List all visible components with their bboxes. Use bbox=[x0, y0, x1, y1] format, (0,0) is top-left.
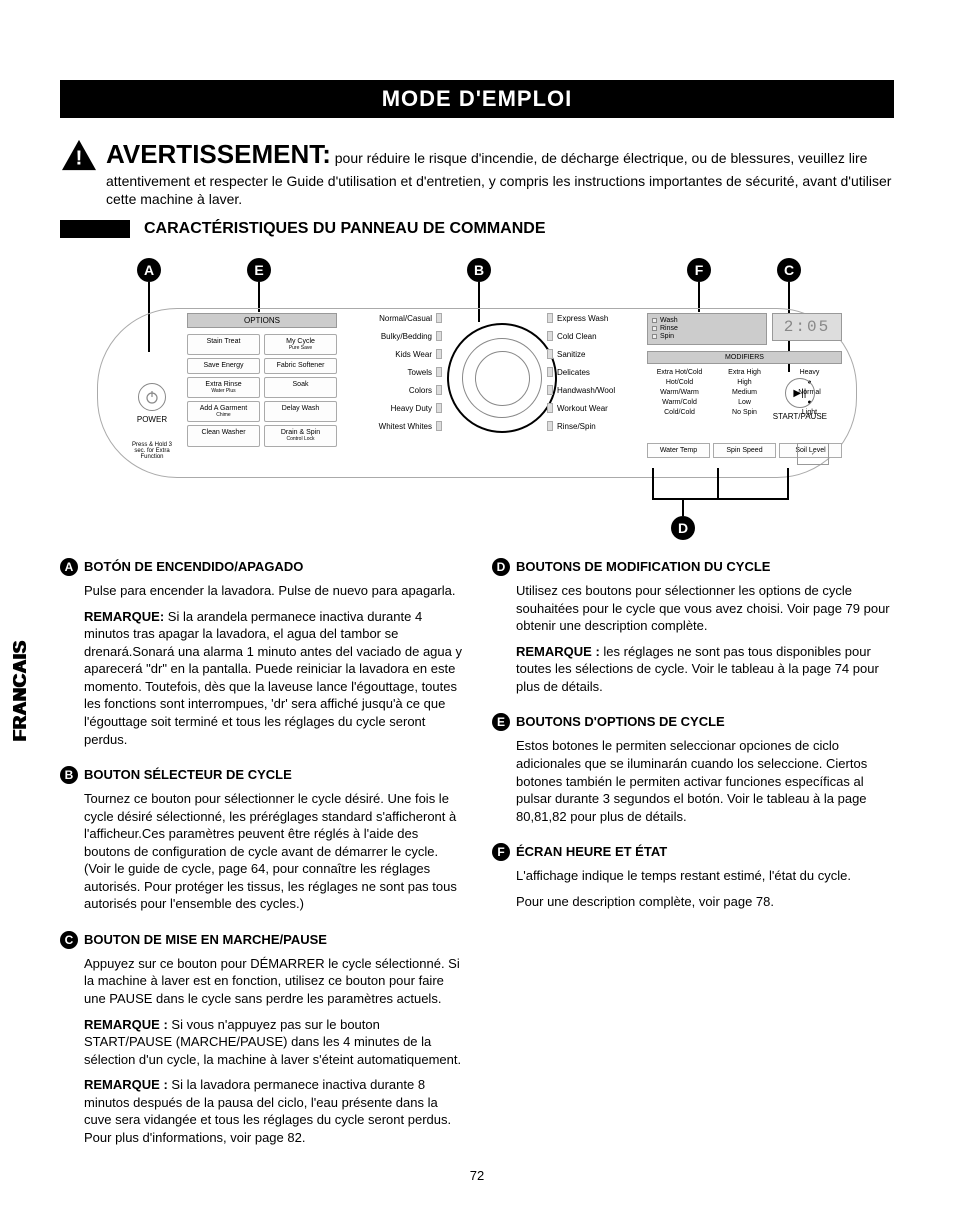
section-badge-F: F bbox=[492, 843, 510, 861]
opt-save-energy[interactable]: Save Energy bbox=[187, 358, 260, 374]
badge-C: C bbox=[777, 258, 801, 282]
section-C-p3: REMARQUE : Si la lavadora permanece inac… bbox=[84, 1076, 462, 1146]
start-area: ▶|| START/PAUSE bbox=[773, 378, 827, 421]
right-column: D BOUTONS DE MODIFICATION DU CYCLE Utili… bbox=[492, 558, 894, 1164]
btn-spin-speed[interactable]: Spin Speed bbox=[713, 443, 776, 458]
warning-icon: ! bbox=[60, 138, 98, 172]
panel-inner: POWER Press & Hold 3 sec. for Extra Func… bbox=[107, 313, 847, 473]
section-F-p1: L'affichage indique le temps restant est… bbox=[516, 867, 894, 885]
section-badge-E: E bbox=[492, 713, 510, 731]
section-C-p1: Appuyez sur ce bouton pour DÉMARRER le c… bbox=[84, 955, 462, 1008]
subheader-row: CARACTÉRISTIQUES DU PANNEAU DE COMMANDE bbox=[60, 220, 894, 238]
power-note: Press & Hold 3 sec. for Extra Function bbox=[127, 442, 177, 460]
warning-text: AVERTISSEMENT: pour réduire le risque d'… bbox=[106, 138, 894, 208]
opt-add-garment[interactable]: Add A GarmentChime bbox=[187, 401, 260, 422]
badge-B: B bbox=[467, 258, 491, 282]
left-column: A BOTÓN DE ENCENDIDO/APAGADO Pulse para … bbox=[60, 558, 462, 1164]
power-label: POWER bbox=[127, 415, 177, 424]
svg-text:!: ! bbox=[76, 146, 83, 169]
modifiers-header: MODIFIERS bbox=[647, 351, 842, 364]
opt-extra-rinse[interactable]: Extra RinseWater Plus bbox=[187, 377, 260, 398]
options-grid: OPTIONS Stain Treat My CyclePure Save Sa… bbox=[187, 313, 337, 449]
certification-badge: ✓ bbox=[797, 443, 829, 465]
section-title-E: BOUTONS D'OPTIONS DE CYCLE bbox=[516, 713, 725, 731]
section-A: A BOTÓN DE ENCENDIDO/APAGADO Pulse para … bbox=[60, 558, 462, 748]
power-icon bbox=[145, 390, 159, 404]
section-D-p2: REMARQUE : les réglages ne sont pas tous… bbox=[516, 643, 894, 696]
opt-stain-treat[interactable]: Stain Treat bbox=[187, 334, 260, 355]
section-B-p1: Tournez ce bouton pour sélectionner le c… bbox=[84, 790, 462, 913]
section-B: B BOUTON SÉLECTEUR DE CYCLE Tournez ce b… bbox=[60, 766, 462, 913]
opt-my-cycle[interactable]: My CyclePure Save bbox=[264, 334, 337, 355]
section-title-C: BOUTON DE MISE EN MARCHE/PAUSE bbox=[84, 931, 327, 949]
section-E: E BOUTONS D'OPTIONS DE CYCLE Estos boton… bbox=[492, 713, 894, 825]
warning-lead: AVERTISSEMENT: bbox=[106, 139, 331, 169]
power-button[interactable] bbox=[138, 383, 166, 411]
section-A-p1: Pulse para encender la lavadora. Pulse d… bbox=[84, 582, 462, 600]
header-bar: MODE D'EMPLOI bbox=[60, 80, 894, 118]
subheader: CARACTÉRISTIQUES DU PANNEAU DE COMMANDE bbox=[144, 220, 546, 238]
start-label: START/PAUSE bbox=[773, 412, 827, 421]
section-marker bbox=[60, 220, 130, 238]
badge-E: E bbox=[247, 258, 271, 282]
power-area: POWER Press & Hold 3 sec. for Extra Func… bbox=[127, 383, 177, 460]
section-badge-B: B bbox=[60, 766, 78, 784]
section-title-B: BOUTON SÉLECTEUR DE CYCLE bbox=[84, 766, 292, 784]
opt-drain-spin[interactable]: Drain & SpinControl Lock bbox=[264, 425, 337, 446]
section-badge-A: A bbox=[60, 558, 78, 576]
btn-water-temp[interactable]: Water Temp bbox=[647, 443, 710, 458]
body-columns: A BOTÓN DE ENCENDIDO/APAGADO Pulse para … bbox=[60, 558, 894, 1164]
section-D: D BOUTONS DE MODIFICATION DU CYCLE Utili… bbox=[492, 558, 894, 695]
opt-clean-washer[interactable]: Clean Washer bbox=[187, 425, 260, 446]
section-C-p2: REMARQUE : Si vous n'appuyez pas sur le … bbox=[84, 1016, 462, 1069]
opt-delay-wash[interactable]: Delay Wash bbox=[264, 401, 337, 422]
warning-block: ! AVERTISSEMENT: pour réduire le risque … bbox=[60, 138, 894, 208]
cycle-list-left: Normal/Casual Bulky/Bedding Kids Wear To… bbox=[352, 313, 442, 439]
section-F-p2: Pour une description complète, voir page… bbox=[516, 893, 894, 911]
section-badge-C: C bbox=[60, 931, 78, 949]
start-pause-button[interactable]: ▶|| bbox=[785, 378, 815, 408]
section-E-p1: Estos botones le permiten seleccionar op… bbox=[516, 737, 894, 825]
opt-soak[interactable]: Soak bbox=[264, 377, 337, 398]
badge-A: A bbox=[137, 258, 161, 282]
status-box: Wash Rinse Spin bbox=[647, 313, 767, 345]
time-display: 2:05 bbox=[772, 313, 842, 341]
section-C: C BOUTON DE MISE EN MARCHE/PAUSE Appuyez… bbox=[60, 931, 462, 1146]
badge-D: D bbox=[671, 516, 695, 540]
cycle-list-right: Express Wash Cold Clean Sanitize Delicat… bbox=[547, 313, 637, 439]
page-number: 72 bbox=[60, 1168, 894, 1183]
section-badge-D: D bbox=[492, 558, 510, 576]
section-title-F: ÉCRAN HEURE ET ÉTAT bbox=[516, 843, 667, 861]
section-title-D: BOUTONS DE MODIFICATION DU CYCLE bbox=[516, 558, 770, 576]
badge-F: F bbox=[687, 258, 711, 282]
section-title-A: BOTÓN DE ENCENDIDO/APAGADO bbox=[84, 558, 303, 576]
options-header: OPTIONS bbox=[187, 313, 337, 328]
section-F: F ÉCRAN HEURE ET ÉTAT L'affichage indiqu… bbox=[492, 843, 894, 910]
opt-fabric-softener[interactable]: Fabric Softener bbox=[264, 358, 337, 374]
control-panel-diagram: A E B F C POWER Press & Hold 3 sec. for … bbox=[97, 258, 857, 538]
section-D-p1: Utilisez ces boutons pour sélectionner l… bbox=[516, 582, 894, 635]
language-tab: FRANCAIS bbox=[10, 640, 31, 741]
section-A-p2: REMARQUE: Si la arandela permanece inact… bbox=[84, 608, 462, 748]
cycle-dial[interactable] bbox=[447, 323, 557, 433]
